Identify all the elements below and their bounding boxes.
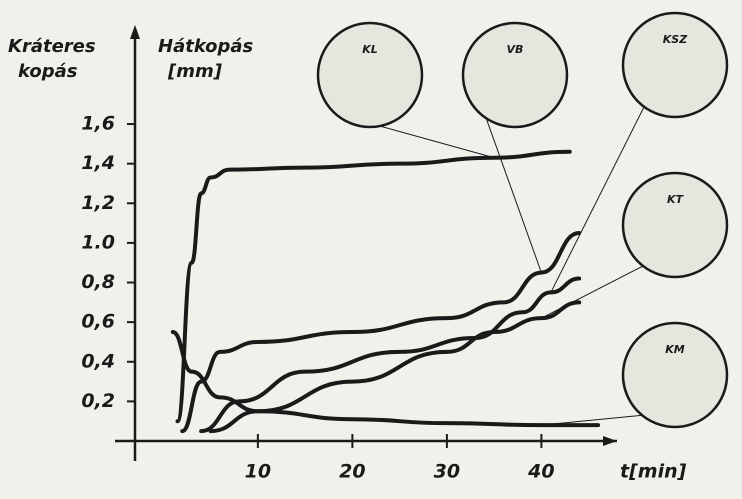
y-tick-label: 1.0 <box>81 231 115 253</box>
x-tick-label: 10 <box>245 461 271 483</box>
y-label-right: Hátkopás <box>158 36 254 57</box>
y-label-right: [mm] <box>167 61 223 82</box>
x-arrow <box>603 436 617 446</box>
x-tick-label: 40 <box>527 461 554 483</box>
y-tick-label: 1,4 <box>81 152 115 174</box>
inset-label: KSZ <box>663 33 688 46</box>
wear-curve <box>201 279 579 432</box>
y-tick-label: 0,4 <box>81 350 115 372</box>
inset-circle <box>463 23 567 127</box>
chart: Kráteres kopás Hátkopás [mm] t[min] 0,2 0… <box>0 0 742 499</box>
inset-label: VB <box>507 43 524 56</box>
pointer <box>485 115 541 273</box>
inset-circle <box>318 23 422 127</box>
y-label-left: Kráteres <box>8 36 96 57</box>
inset-label: KM <box>665 343 685 356</box>
y-tick-label: 1,2 <box>81 192 115 214</box>
inset-label: KT <box>667 193 685 206</box>
y-tick-label: 0,6 <box>81 311 115 333</box>
inset-label: KL <box>362 43 378 56</box>
y-arrow <box>130 25 140 39</box>
x-tick-label: 30 <box>434 461 460 483</box>
y-tick-label: 0,8 <box>81 271 115 293</box>
y-tick-label: 0,2 <box>81 390 115 412</box>
y-tick-label: 1,6 <box>81 113 115 135</box>
y-label-left: kopás <box>18 61 78 82</box>
x-tick-label: 20 <box>339 461 365 483</box>
inset-circle <box>623 13 727 117</box>
x-label: t[min] <box>620 461 687 483</box>
inset-circle <box>623 173 727 277</box>
inset-circle <box>623 323 727 427</box>
